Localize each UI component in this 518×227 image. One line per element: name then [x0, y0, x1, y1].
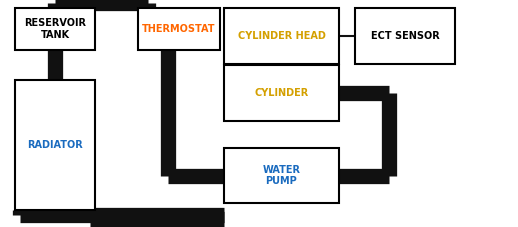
- Text: CYLINDER HEAD: CYLINDER HEAD: [238, 31, 325, 41]
- Text: RESERVOIR
TANK: RESERVOIR TANK: [24, 18, 86, 40]
- Bar: [224, 65, 339, 121]
- Bar: [355, 8, 455, 64]
- Text: CYLINDER: CYLINDER: [254, 88, 309, 98]
- Text: WATER
PUMP: WATER PUMP: [263, 165, 300, 186]
- Text: RADIATOR: RADIATOR: [27, 140, 83, 150]
- Bar: [224, 148, 339, 203]
- Text: ECT SENSOR: ECT SENSOR: [370, 31, 439, 41]
- Bar: [224, 8, 339, 64]
- Bar: [15, 8, 95, 50]
- Bar: [15, 80, 95, 210]
- Text: THERMOSTAT: THERMOSTAT: [142, 24, 216, 34]
- Bar: [138, 8, 220, 50]
